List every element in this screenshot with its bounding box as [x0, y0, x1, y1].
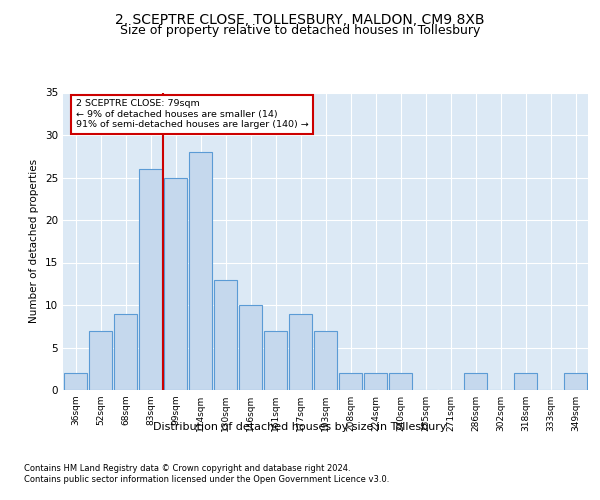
Text: Distribution of detached houses by size in Tollesbury: Distribution of detached houses by size …	[153, 422, 447, 432]
Text: Size of property relative to detached houses in Tollesbury: Size of property relative to detached ho…	[120, 24, 480, 37]
Bar	[264, 330, 287, 390]
Text: 2 SCEPTRE CLOSE: 79sqm
← 9% of detached houses are smaller (14)
91% of semi-deta: 2 SCEPTRE CLOSE: 79sqm ← 9% of detached …	[76, 100, 309, 129]
Bar	[464, 373, 487, 390]
Bar	[164, 178, 187, 390]
Bar	[239, 305, 262, 390]
Bar	[64, 373, 87, 390]
Bar	[139, 169, 162, 390]
Bar	[389, 373, 412, 390]
Bar	[364, 373, 387, 390]
Bar	[89, 330, 112, 390]
Y-axis label: Number of detached properties: Number of detached properties	[29, 159, 40, 324]
Bar	[214, 280, 237, 390]
Bar	[314, 330, 337, 390]
Bar	[514, 373, 537, 390]
Text: 2, SCEPTRE CLOSE, TOLLESBURY, MALDON, CM9 8XB: 2, SCEPTRE CLOSE, TOLLESBURY, MALDON, CM…	[115, 12, 485, 26]
Bar	[339, 373, 362, 390]
Text: Contains public sector information licensed under the Open Government Licence v3: Contains public sector information licen…	[24, 475, 389, 484]
Bar	[114, 314, 137, 390]
Bar	[564, 373, 587, 390]
Bar	[289, 314, 312, 390]
Bar	[189, 152, 212, 390]
Text: Contains HM Land Registry data © Crown copyright and database right 2024.: Contains HM Land Registry data © Crown c…	[24, 464, 350, 473]
